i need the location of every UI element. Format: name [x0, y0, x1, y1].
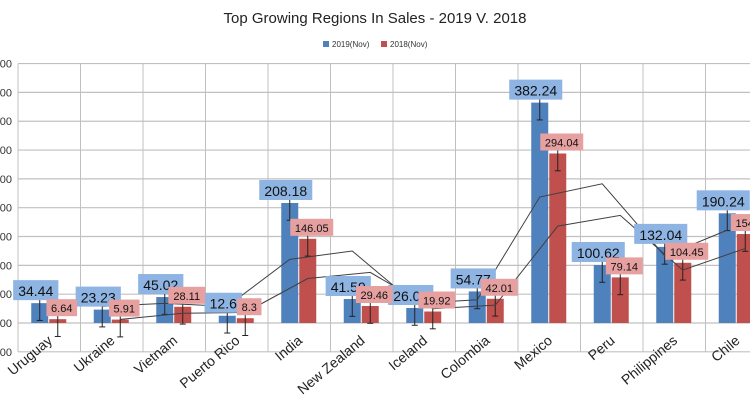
data-label-box [665, 242, 709, 260]
y-tick-label: 450.00 [0, 59, 12, 71]
y-tick-label: -50.00 [0, 347, 12, 359]
data-label: 5.91 [114, 304, 135, 316]
y-tick-label: 50.00 [0, 289, 12, 301]
data-label-box [730, 214, 750, 232]
data-label-box [571, 241, 625, 262]
bar-2019 [656, 246, 674, 323]
bar-2019 [718, 213, 736, 323]
data-label: 28.11 [173, 291, 200, 303]
legend-swatch-2018 [381, 41, 387, 47]
data-label-box [204, 292, 242, 313]
legend-label-2018: 2018(Nov) [390, 40, 428, 49]
data-label: 132.04 [639, 227, 682, 243]
bar-2018 [674, 262, 692, 323]
data-label-box [13, 280, 59, 301]
data-label: 154.3 [735, 218, 750, 230]
data-label: 12.6 [210, 296, 237, 312]
x-tick-label: Colombia [437, 332, 493, 382]
bar-2018 [611, 277, 629, 323]
data-label-box [108, 299, 140, 317]
data-label: 29.46 [360, 290, 388, 302]
x-tick-label: Ukraine [70, 332, 117, 375]
data-label: 146.05 [295, 223, 329, 235]
data-label: 23.23 [81, 290, 116, 306]
y-tick-label: 250.00 [0, 174, 12, 186]
y-tick-label: 200.00 [0, 203, 12, 215]
data-label-box [168, 286, 206, 304]
y-tick-label: 100.00 [0, 260, 12, 272]
data-label: 190.24 [702, 193, 745, 209]
data-label: 100.62 [577, 245, 620, 261]
legend: 2019(Nov) 2018(Nov) [323, 40, 428, 49]
data-label-box [418, 291, 456, 309]
x-tick-label: Chile [708, 332, 743, 365]
data-label: 42.01 [485, 283, 513, 295]
data-label: 79.14 [610, 261, 638, 273]
data-label-box [237, 298, 262, 316]
data-label-box [540, 133, 584, 151]
x-tick-label: Iceland [385, 332, 430, 373]
data-label-box [509, 79, 563, 100]
data-label: 208.18 [264, 183, 307, 199]
bar-2018 [549, 153, 567, 323]
bar-2018 [736, 234, 750, 323]
legend-swatch-2019 [323, 41, 329, 47]
data-label: 34.44 [18, 283, 53, 299]
bar-2019 [531, 102, 549, 323]
data-label-box [605, 257, 643, 275]
data-label: 294.04 [545, 137, 579, 149]
data-label-box [46, 299, 78, 317]
bar-2019 [593, 264, 611, 323]
bar-2018 [299, 238, 317, 323]
legend-label-2019: 2019(Nov) [332, 40, 370, 49]
x-tick-label: Vietnam [131, 332, 180, 377]
x-tick-label: Puerto Rico [176, 332, 242, 391]
data-label: 382.24 [514, 83, 557, 99]
y-tick-label: 350.00 [0, 116, 12, 128]
data-label-box [259, 179, 313, 200]
x-tick-label: Philippines [618, 332, 680, 388]
data-label-box [634, 223, 688, 244]
x-tick-label: India [272, 332, 306, 364]
y-tick-label: 400.00 [0, 87, 12, 99]
chart-title: Top Growing Regions In Sales - 2019 V. 2… [224, 10, 527, 27]
data-label: 19.92 [423, 296, 451, 308]
y-tick-label: 150.00 [0, 232, 12, 244]
data-label-box [696, 190, 750, 211]
y-tick-label: 0.00 [0, 318, 12, 330]
data-label-box [290, 218, 334, 236]
data-label-box [355, 286, 393, 304]
x-tick-label: Peru [585, 332, 618, 363]
data-label: 8.3 [242, 302, 257, 314]
y-tick-label: 300.00 [0, 145, 12, 157]
data-label-box [480, 278, 518, 296]
data-label: 104.45 [670, 247, 704, 259]
data-label: 6.64 [51, 303, 72, 315]
